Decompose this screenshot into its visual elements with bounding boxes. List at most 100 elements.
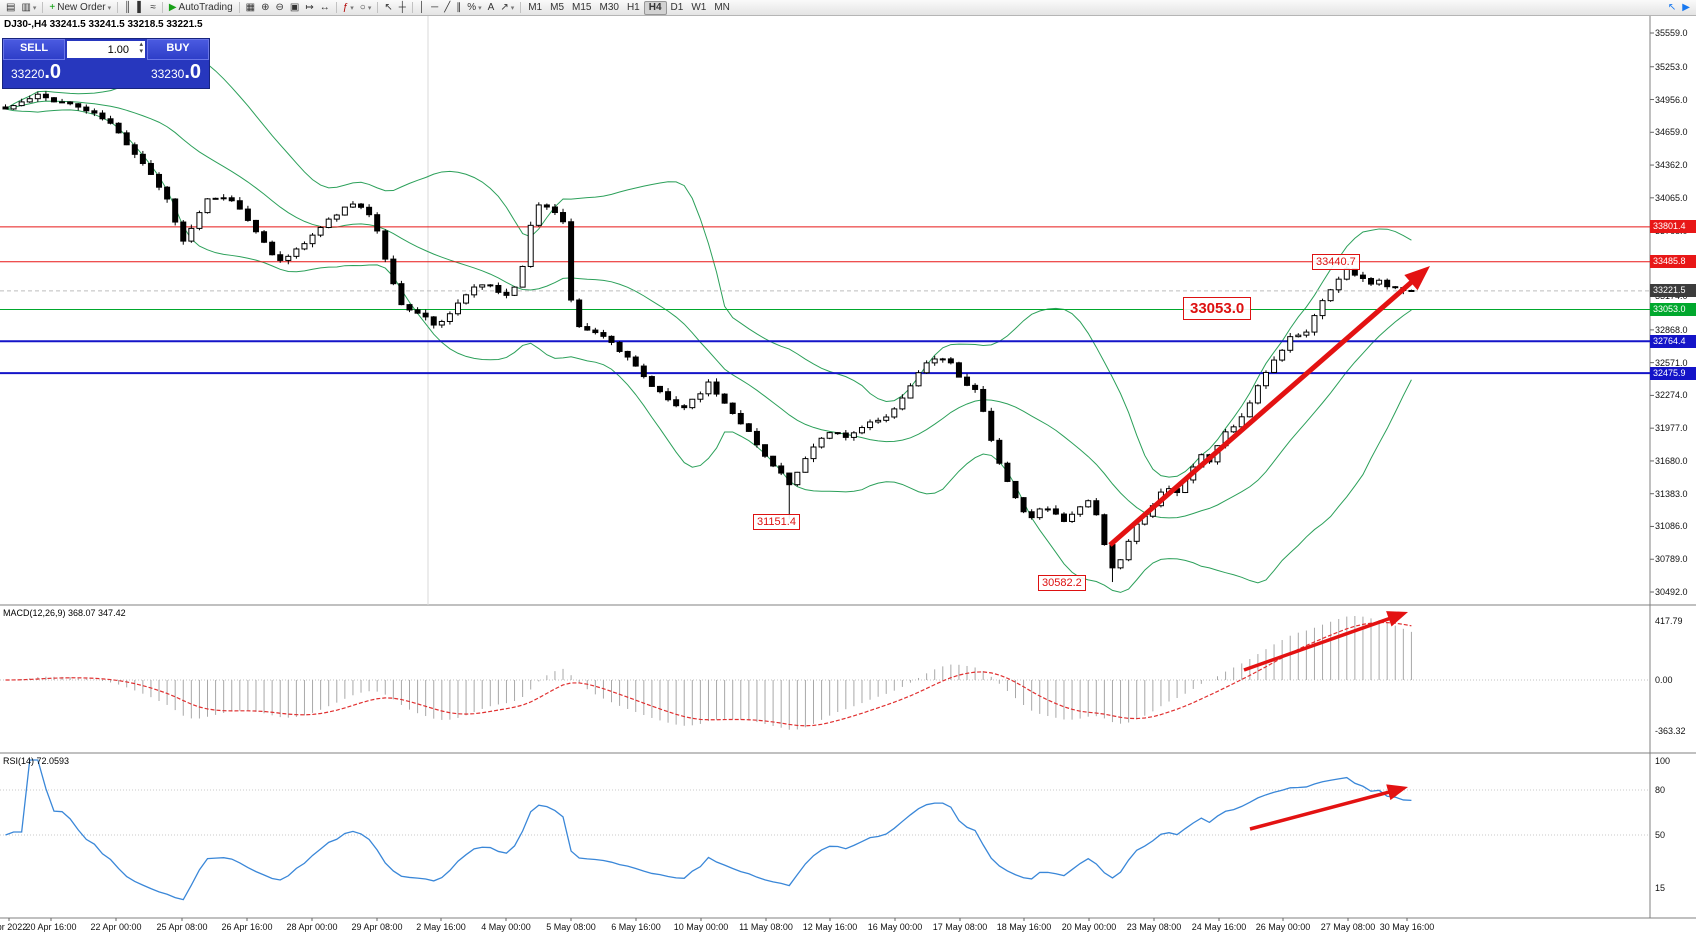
auto-scroll-icon[interactable]: ↦ [302, 1, 316, 15]
sell-button[interactable]: SELL [3, 39, 65, 60]
line-chart-icon[interactable]: ≈ [147, 1, 159, 15]
timeframe-button-m30[interactable]: M30 [599, 2, 619, 13]
candle-body [826, 432, 833, 439]
grid-icon[interactable]: ▦ [243, 1, 258, 15]
price-annotation[interactable]: 31151.4 [753, 514, 800, 530]
bollinger-upper-band [5, 51, 1412, 478]
trendline-icon[interactable]: ╱ [441, 1, 453, 15]
candlestick-chart-icon[interactable]: ▌ [134, 1, 147, 15]
time-axis-label: 24 May 16:00 [1191, 922, 1247, 932]
toolbar-separator [335, 2, 337, 13]
timeframe-button-d1[interactable]: D1 [670, 2, 684, 13]
candle-body [915, 372, 922, 387]
spinner-up-icon[interactable]: ▴ [139, 41, 143, 48]
candle-body [980, 388, 987, 412]
candle-body [382, 230, 389, 260]
candle-body [244, 208, 251, 221]
time-axis-label: 27 May 08:00 [1320, 922, 1376, 932]
new-order-button[interactable]: + New Order ▾ [46, 1, 114, 15]
vertical-line-icon[interactable]: │ [416, 1, 428, 15]
timeframe-button-m1[interactable]: M1 [528, 2, 543, 13]
candle-body [269, 241, 276, 256]
price-annotation[interactable]: 30582.2 [1038, 575, 1086, 591]
candle-body [1376, 279, 1383, 285]
candle-body [681, 405, 688, 409]
timeframe-button-h4[interactable]: H4 [643, 0, 667, 15]
candle-body [503, 291, 510, 296]
timeframe-button-w1[interactable]: W1 [691, 2, 707, 13]
autotrading-button[interactable]: ▶ AutoTrading [166, 1, 236, 15]
horizontal-line-icon[interactable]: ─ [428, 1, 441, 15]
layout-icon[interactable]: ▥ ▾ [18, 1, 39, 15]
rsi-axis-label: 100 [1655, 756, 1671, 766]
spinner-down-icon[interactable]: ▾ [139, 48, 143, 55]
price-level-badge: 33801.4 [1650, 220, 1696, 234]
candle-body [99, 112, 106, 120]
new-order-icon: + [49, 2, 56, 13]
objects-icon[interactable]: ○ ▾ [357, 1, 375, 15]
toolbar: ▤ ▥ ▾ + New Order ▾ ║ ▌ ≈ ▶ AutoTrading ▦ ⊕ ⊖ ▣ ↦ ↔ ƒ ▾ ○ ▾ ↖… [0, 0, 1696, 16]
fibonacci-icon[interactable]: % ▾ [464, 1, 484, 15]
candle-body [107, 118, 114, 124]
chart-window-icon[interactable]: ▤ [3, 1, 18, 15]
rsi-label: RSI(14) 72.0593 [3, 756, 70, 766]
candle-body [1319, 300, 1326, 317]
toolbar-separator [117, 2, 119, 13]
price-annotation[interactable]: 33053.0 [1183, 297, 1252, 320]
macd-axis-label: -363.32 [1655, 725, 1686, 736]
lot-size-input[interactable]: 1.00 ▴ ▾ [67, 41, 145, 58]
grid-icon: ▦ [245, 2, 256, 13]
text-tool-icon: A [487, 2, 495, 13]
timeframe-button-h1[interactable]: H1 [626, 2, 640, 13]
candle-body [91, 110, 98, 114]
price-axis-label: 31680.0 [1655, 455, 1688, 466]
crosshair-icon[interactable]: ┼ [396, 1, 409, 15]
cursor-icon[interactable]: ↖ [381, 1, 395, 15]
timeframe-button-m15[interactable]: M15 [572, 2, 592, 13]
candle-body [414, 309, 421, 314]
buy-button[interactable]: BUY [147, 39, 209, 60]
trendline-icon: ╱ [444, 2, 451, 13]
candle-body [147, 163, 154, 175]
time-axis-label: 20 Apr 16:00 [25, 922, 77, 932]
candle-body [180, 221, 187, 242]
indicators-icon[interactable]: ƒ ▾ [340, 1, 357, 15]
candle-body [188, 227, 195, 242]
rsi-axis-label: 50 [1655, 830, 1666, 840]
zoom-in-icon[interactable]: ⊕ [258, 1, 272, 15]
candle-body [794, 471, 801, 486]
trend-arrow-shaft [1249, 788, 1396, 831]
arrow-tool-icon[interactable]: ↗ ▾ [497, 1, 517, 15]
price-annotation[interactable]: 33440.7 [1312, 254, 1360, 270]
forward-blue-icon[interactable]: ▶ [1679, 1, 1693, 15]
candle-body [1335, 278, 1342, 291]
timeframe-button-mn[interactable]: MN [714, 2, 730, 13]
candle-body [26, 98, 33, 103]
channel-icon: ∥ [456, 2, 462, 13]
bar-chart-icon[interactable]: ║ [121, 1, 134, 15]
candle-body [1392, 286, 1399, 289]
candle-body [1093, 500, 1100, 516]
text-tool-icon[interactable]: A [485, 1, 498, 15]
candle-body [1230, 426, 1237, 433]
candle-body [988, 410, 995, 441]
candle-body [228, 197, 235, 202]
candle-body [745, 423, 752, 432]
lot-spinner[interactable]: ▴ ▾ [139, 41, 143, 55]
candle-body [285, 255, 292, 261]
candle-body [939, 358, 946, 361]
price-axis-label: 34956.0 [1655, 94, 1688, 105]
chart-shift-icon[interactable]: ↔ [317, 1, 333, 15]
cursor-tool-blue-icon[interactable]: ↖ [1665, 1, 1679, 15]
channel-icon[interactable]: ∥ [453, 1, 464, 15]
zoom-out-icon[interactable]: ⊖ [272, 1, 286, 15]
candle-body [1368, 277, 1375, 285]
candle-body [737, 412, 744, 425]
horizontal-line-icon: ─ [431, 2, 439, 13]
zoom-in-icon: ⊕ [261, 2, 270, 13]
bollinger-middle-band [5, 100, 1412, 519]
tile-windows-icon[interactable]: ▣ [287, 1, 302, 15]
timeframe-button-m5[interactable]: M5 [550, 2, 565, 13]
